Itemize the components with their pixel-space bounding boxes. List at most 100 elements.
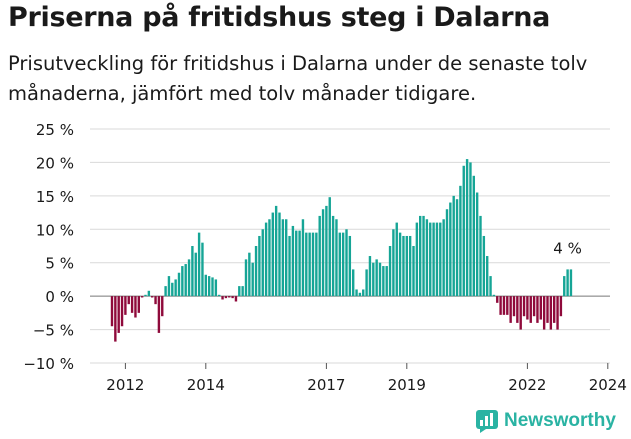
bar (341, 232, 345, 297)
bar (469, 162, 472, 297)
bar (291, 225, 295, 297)
bar (392, 229, 395, 297)
bar (174, 279, 177, 297)
bar (482, 235, 486, 297)
bar (378, 262, 382, 297)
bar (439, 222, 442, 297)
bar (546, 296, 549, 323)
bar (231, 296, 234, 299)
bar (137, 296, 140, 313)
bar (519, 296, 522, 330)
bar (539, 296, 542, 320)
bar (516, 296, 519, 323)
bar (526, 296, 529, 320)
bar (207, 276, 211, 297)
bar (445, 209, 449, 297)
annotations: 4 % (553, 239, 582, 257)
bar (569, 269, 573, 297)
bar (499, 296, 502, 315)
bar (566, 269, 569, 297)
bar (298, 230, 301, 297)
y-tick-label: 0 % (45, 288, 74, 306)
bar (147, 290, 151, 297)
bar (522, 296, 526, 317)
bar (325, 205, 328, 297)
bar (462, 165, 465, 297)
bar (184, 264, 187, 297)
bar (348, 235, 352, 297)
bar (449, 202, 452, 297)
bar (489, 276, 492, 297)
bar (224, 296, 228, 299)
y-tick-label: 5 % (45, 255, 74, 273)
bar (238, 286, 241, 297)
bar (228, 296, 231, 298)
bar (352, 269, 355, 297)
bar (234, 296, 238, 302)
bar (408, 235, 412, 297)
bar (512, 296, 516, 317)
bar (536, 296, 539, 323)
bar (412, 246, 415, 297)
bar (167, 276, 171, 297)
bar (331, 215, 335, 297)
x-tick-label: 2017 (307, 376, 345, 394)
bar (532, 296, 536, 317)
x-tick-label: 2024 (589, 376, 627, 394)
bar (335, 219, 338, 297)
x-tick-label: 2012 (106, 376, 144, 394)
bar (261, 229, 264, 297)
bar (244, 259, 248, 297)
bar (258, 235, 261, 297)
bar (452, 195, 455, 297)
bar (486, 256, 489, 297)
bar (429, 222, 432, 297)
bar (271, 212, 274, 297)
bar (164, 286, 167, 297)
bar (201, 242, 204, 297)
bar (140, 296, 144, 298)
bar (382, 266, 385, 297)
bar (459, 185, 462, 297)
bar (308, 232, 311, 297)
bar (221, 296, 224, 300)
bar (120, 296, 124, 327)
y-tick-label: 20 % (36, 154, 74, 172)
brand-name: Newsworthy (504, 410, 616, 431)
bar (553, 296, 556, 323)
bar (395, 222, 398, 297)
bar (241, 286, 244, 297)
bar (251, 262, 254, 297)
bar (301, 219, 305, 297)
bar (388, 246, 392, 297)
bar (311, 232, 315, 297)
bar (254, 246, 258, 297)
bar (151, 296, 154, 298)
bar (194, 252, 197, 297)
bar (321, 209, 325, 297)
bar (556, 296, 559, 330)
bar (318, 215, 321, 297)
brand-logo: Newsworthy (475, 409, 616, 433)
bar (305, 232, 308, 297)
bar (362, 289, 365, 297)
bar (214, 279, 218, 297)
bar (509, 296, 512, 323)
bar (465, 159, 469, 297)
bar (422, 215, 425, 297)
bar (479, 215, 482, 297)
bar (358, 292, 362, 297)
bar (338, 232, 341, 297)
bar (154, 296, 157, 305)
bar (405, 235, 408, 297)
bar (177, 272, 181, 297)
bar (492, 294, 496, 297)
bar (288, 235, 291, 297)
bars (110, 159, 573, 342)
bar (187, 259, 191, 297)
bar (529, 296, 532, 323)
bar (506, 296, 509, 315)
bar (110, 296, 114, 327)
bar (328, 197, 331, 297)
bar (181, 266, 184, 297)
